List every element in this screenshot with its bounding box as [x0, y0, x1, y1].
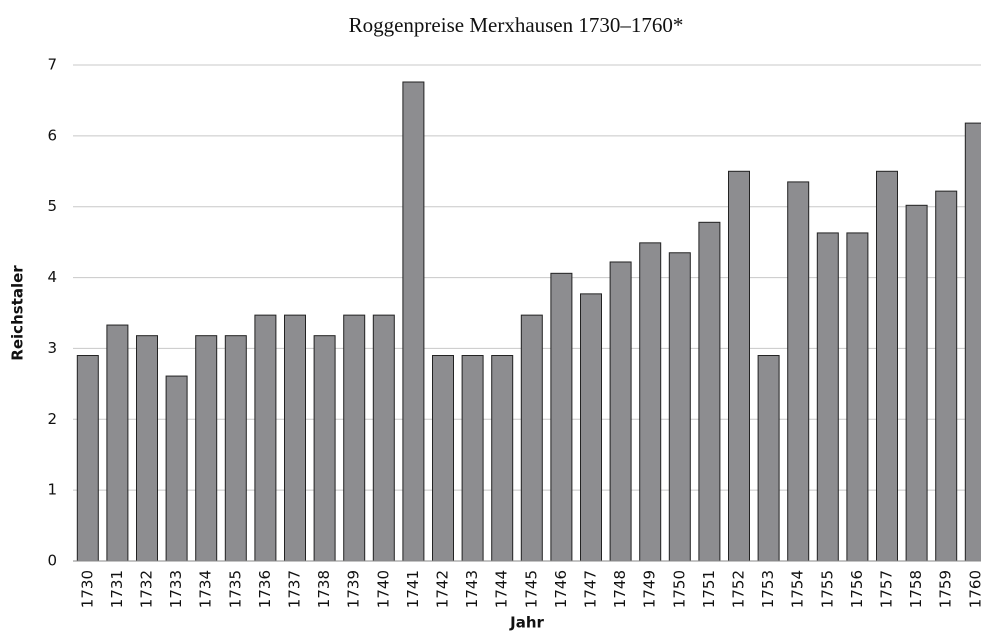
- x-tick-label: 1740: [374, 570, 392, 608]
- x-tick-label: 1744: [493, 570, 511, 608]
- x-tick-label: 1746: [552, 570, 570, 608]
- x-tick-label: 1757: [878, 570, 896, 608]
- bar: [787, 181, 810, 562]
- bar: [876, 170, 898, 562]
- bar: [816, 232, 839, 562]
- x-tick-label: 1760: [966, 570, 981, 608]
- x-tick-label: 1759: [937, 570, 955, 608]
- y-tick-label: 6: [47, 126, 57, 144]
- bar: [224, 335, 247, 562]
- y-tick-label: 7: [47, 56, 57, 74]
- y-tick-label: 4: [47, 268, 57, 286]
- bar: [580, 293, 602, 562]
- x-tick-label: 1734: [197, 570, 215, 608]
- x-tick-label: 1756: [848, 570, 866, 608]
- x-tick-label: 1731: [108, 570, 126, 608]
- bar: [136, 335, 158, 562]
- bar: [550, 272, 573, 562]
- x-tick-label: 1737: [286, 570, 304, 608]
- x-axis-title: Jahr: [509, 614, 544, 632]
- bar: [195, 335, 218, 562]
- bar: [165, 375, 188, 562]
- x-tick-label: 1741: [404, 570, 422, 608]
- x-tick-label: 1751: [700, 570, 718, 608]
- bar: [609, 261, 632, 562]
- bar: [432, 355, 454, 562]
- bar: [639, 242, 662, 562]
- x-tick-label: 1742: [434, 570, 452, 608]
- bar: [728, 170, 750, 562]
- x-tick-label: 1736: [256, 570, 274, 608]
- x-tick-label: 1753: [759, 570, 777, 608]
- x-tick-label: 1738: [315, 570, 333, 608]
- x-tick-label: 1747: [582, 570, 600, 608]
- bar: [402, 81, 425, 562]
- x-tick-label: 1745: [522, 570, 540, 608]
- bar: [935, 190, 958, 562]
- x-tick-label: 1752: [730, 570, 748, 608]
- y-tick-label: 0: [47, 552, 57, 570]
- y-tick-label: 5: [47, 197, 57, 215]
- x-tick-label: 1730: [78, 570, 96, 608]
- x-tick-label: 1758: [907, 570, 925, 608]
- x-tick-label: 1743: [463, 570, 481, 608]
- bar: [757, 355, 780, 562]
- bar: [372, 314, 395, 562]
- bar: [668, 252, 691, 562]
- bar: [106, 324, 129, 562]
- bar: [520, 314, 543, 562]
- x-tick-label: 1750: [670, 570, 688, 608]
- bar: [76, 355, 99, 562]
- x-tick-label: 1754: [789, 570, 807, 608]
- x-tick-label: 1748: [611, 570, 629, 608]
- bar: [254, 314, 277, 562]
- y-axis-title: Reichstaler: [9, 265, 27, 361]
- x-tick-label: 1732: [138, 570, 156, 608]
- x-tick-label: 1755: [818, 570, 836, 608]
- y-tick-label: 3: [47, 339, 57, 357]
- bar: [964, 122, 981, 562]
- bar: [698, 221, 721, 562]
- bar: [905, 204, 928, 562]
- y-tick-label: 1: [47, 481, 57, 499]
- x-tick-label: 1735: [226, 570, 244, 608]
- bar: [491, 355, 514, 562]
- y-tick-label: 2: [47, 410, 57, 428]
- bar: [461, 355, 484, 562]
- bar: [284, 314, 306, 562]
- bar: [846, 232, 869, 562]
- bar: [313, 335, 336, 562]
- x-tick-label: 1739: [345, 570, 363, 608]
- bar: [343, 314, 366, 562]
- x-tick-label: 1733: [167, 570, 185, 608]
- chart-title: Roggenpreise Merxhausen 1730–1760*: [349, 13, 684, 37]
- x-tick-label: 1749: [641, 570, 659, 608]
